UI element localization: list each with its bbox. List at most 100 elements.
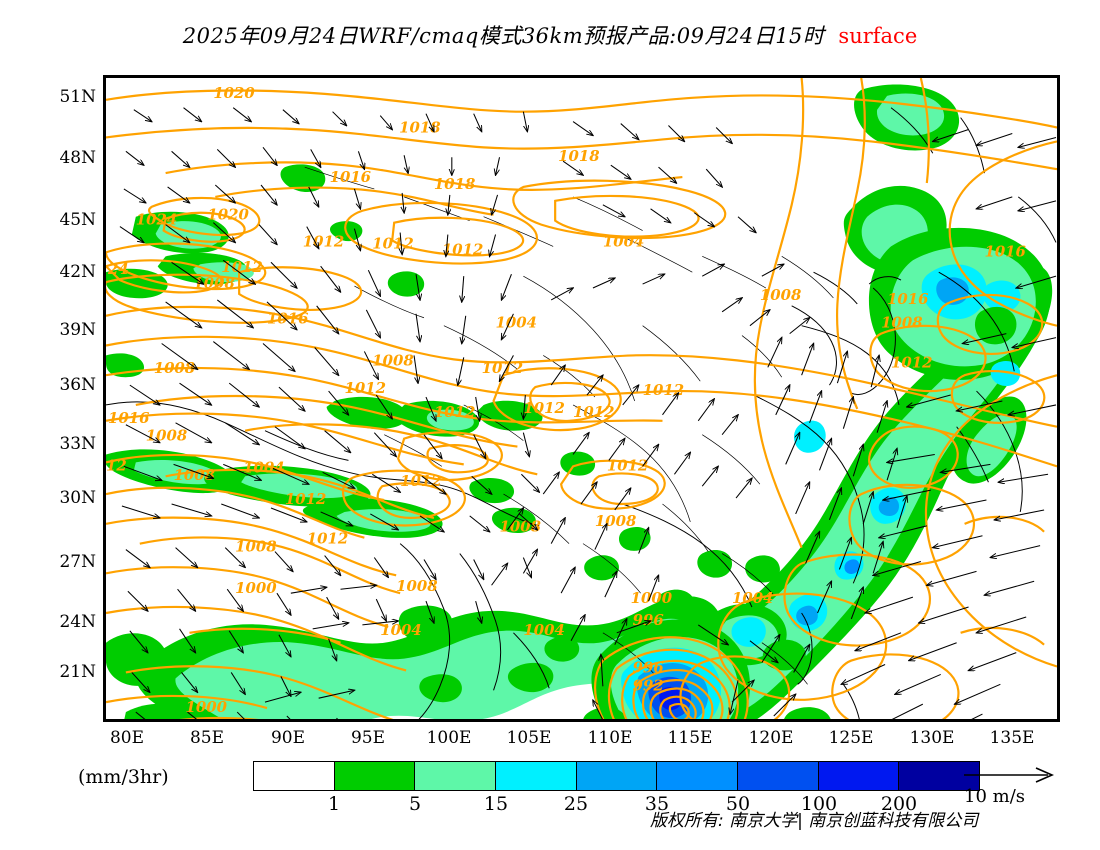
map-plot-frame: 1020 1018 1018 1016 1018 1024 1020 1012 … (103, 75, 1060, 722)
svg-text:1020: 1020 (207, 206, 249, 224)
precip-core-blue-2 (878, 497, 899, 517)
precip-patch-central-6 (560, 451, 596, 476)
wind-legend-label: 10 m/s (964, 786, 1025, 807)
svg-text:1004: 1004 (603, 232, 644, 250)
svg-text:1018: 1018 (434, 175, 476, 193)
svg-text:1008: 1008 (500, 518, 542, 536)
svg-text:1016: 1016 (267, 310, 308, 328)
colorbar-segment-2 (415, 762, 497, 790)
svg-text:1000: 1000 (235, 579, 277, 597)
svg-text:1012: 1012 (607, 456, 648, 474)
xtick-110E: 110E (587, 728, 633, 748)
colorbar-segment-6 (738, 762, 819, 790)
ytick-21N: 21N (59, 662, 96, 682)
ytick-24N: 24N (59, 612, 96, 632)
precip-core-ne-cyan-3 (990, 360, 1021, 387)
svg-text:1012: 1012 (344, 379, 385, 397)
svg-text:1012: 1012 (891, 353, 932, 371)
svg-text:1012: 1012 (307, 530, 348, 548)
svg-text:1008: 1008 (174, 466, 216, 484)
chart-title-bar: 2025年09月24日WRF/cmaq模式36km预报产品:09月24日15时 s… (0, 20, 1100, 50)
precipitation-colorbar: (mm/3hr) 1 5 15 25 35 50 100 200 (60, 760, 1060, 850)
svg-text:1008: 1008 (595, 512, 637, 530)
svg-text:1018: 1018 (558, 147, 600, 165)
precip-patch-s-9 (419, 674, 462, 703)
svg-text:1012: 1012 (523, 399, 564, 417)
title-level-label: surface (838, 24, 918, 48)
colorbar-segment-1 (334, 762, 416, 790)
svg-text:1012: 1012 (442, 240, 483, 258)
svg-text:1012: 1012 (573, 403, 614, 421)
svg-text:1016: 1016 (330, 168, 371, 186)
xtick-120E: 120E (748, 728, 794, 748)
wind-scale-legend: 10 m/s (962, 762, 1082, 812)
svg-text:12: 12 (106, 456, 127, 474)
svg-text:24: 24 (107, 260, 129, 278)
xtick-105E: 105E (506, 728, 552, 748)
precip-patch-s-10 (398, 605, 453, 642)
precip-core-cyan-3 (793, 420, 826, 453)
precip-patch-north-1 (280, 164, 326, 192)
precip-core-30n-2 (241, 473, 358, 499)
wind-legend-arrow-icon (964, 767, 1054, 783)
colorbar-segment-4 (576, 762, 658, 790)
xtick-135E: 135E (989, 728, 1035, 748)
svg-text:1020: 1020 (213, 84, 255, 102)
svg-text:1018: 1018 (399, 119, 441, 137)
precipitation-contour-layer (106, 84, 1053, 719)
svg-text:1008: 1008 (146, 427, 188, 445)
precip-core-blue-4 (844, 559, 860, 574)
svg-text:992: 992 (633, 676, 664, 694)
colorbar-tick-15: 15 (483, 793, 509, 815)
svg-text:1012: 1012 (221, 258, 262, 276)
precip-patch-s-4 (618, 526, 651, 551)
copyright-notice: 版权所有: 南京大学| 南京创蓝科技有限公司 (650, 811, 979, 831)
isobar-label-layer: 1020 1018 1018 1016 1018 1024 1020 1012 … (106, 84, 1026, 716)
ytick-33N: 33N (59, 434, 96, 454)
precip-region-sw-corner (106, 633, 168, 686)
svg-text:1012: 1012 (643, 381, 684, 399)
colorbar-tick-100: 100 (800, 793, 838, 815)
svg-text:1012: 1012 (285, 490, 326, 508)
svg-text:1012: 1012 (372, 234, 413, 252)
isobar-contour-layer (106, 78, 1057, 719)
colorbar-tick-1: 1 (327, 793, 341, 815)
colorbar-segment-0 (254, 762, 335, 790)
svg-text:1008: 1008 (154, 359, 196, 377)
colorbar-segment-3 (496, 762, 577, 790)
precip-patch-s-3 (584, 555, 619, 581)
xtick-90E: 90E (270, 728, 306, 748)
svg-text:1016: 1016 (108, 409, 149, 427)
precip-patch-s-5 (697, 549, 733, 578)
ytick-45N: 45N (59, 210, 96, 230)
precip-patch-s-8 (583, 707, 627, 719)
svg-text:1000: 1000 (631, 589, 673, 607)
precip-patch-north-3 (387, 271, 425, 297)
page-title: 2025年09月24日WRF/cmaq模式36km预报产品:09月24日15时 (182, 24, 825, 48)
colorbar-unit-label: (mm/3hr) (78, 766, 169, 788)
xtick-100E: 100E (426, 728, 472, 748)
weather-map-canvas: 1020 1018 1018 1016 1018 1024 1020 1012 … (106, 78, 1057, 719)
svg-text:1012: 1012 (434, 403, 475, 421)
xtick-85E: 85E (189, 728, 225, 748)
ytick-30N: 30N (59, 488, 96, 508)
svg-text:1008: 1008 (396, 577, 438, 595)
ytick-27N: 27N (59, 552, 96, 572)
colorbar-tick-labels: 1 5 15 25 35 50 100 200 (253, 793, 980, 819)
precip-taiwan-strait-cyan (731, 617, 766, 647)
ytick-36N: 36N (59, 375, 96, 395)
xtick-115E: 115E (667, 728, 713, 748)
wind-vector-layer (119, 107, 1057, 719)
colorbar-tick-50: 50 (725, 793, 751, 815)
svg-text:1004: 1004 (243, 458, 284, 476)
svg-text:996: 996 (633, 658, 664, 676)
xtick-125E: 125E (828, 728, 874, 748)
svg-text:1004: 1004 (380, 621, 421, 639)
xtick-130E: 130E (909, 728, 955, 748)
ytick-39N: 39N (59, 320, 96, 340)
svg-text:1008: 1008 (372, 351, 414, 369)
svg-text:1012: 1012 (303, 232, 344, 250)
colorbar-segment-5 (657, 762, 739, 790)
precip-core-central-1 (426, 409, 474, 431)
ytick-48N: 48N (59, 148, 96, 168)
